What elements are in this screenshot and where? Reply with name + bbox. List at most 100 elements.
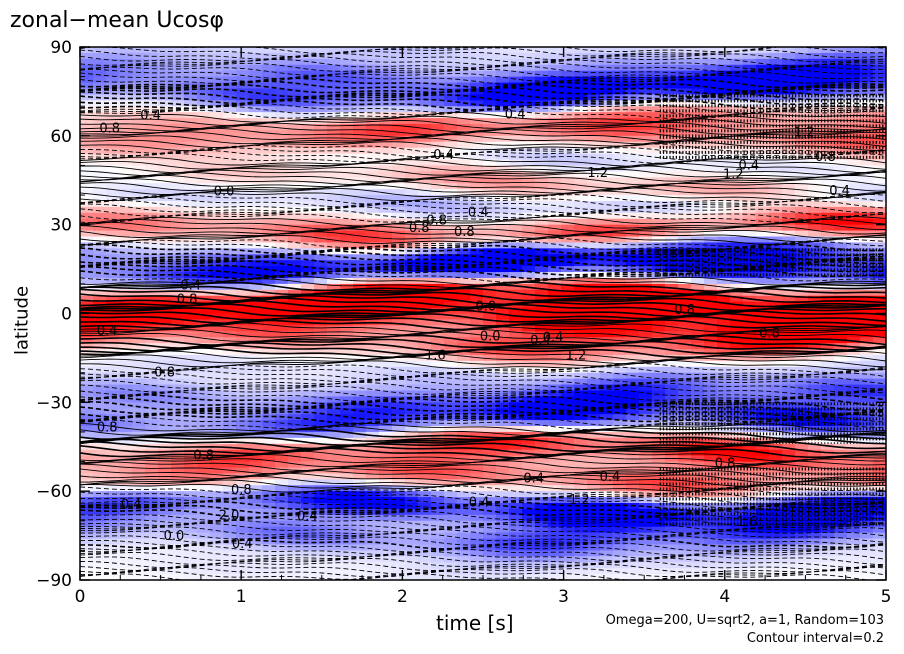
field-cell [132, 538, 146, 546]
field-cell [431, 272, 445, 279]
field-cell [275, 171, 289, 178]
field-cell [561, 568, 575, 575]
field-cell [119, 485, 133, 492]
field-cell [392, 514, 406, 522]
field-cell [340, 64, 354, 72]
field-cell [509, 508, 523, 516]
field-cell [613, 408, 627, 415]
field-cell [197, 94, 211, 101]
field-cell [691, 100, 705, 107]
field-cell [717, 426, 731, 433]
field-cell [509, 165, 523, 172]
field-cell [535, 76, 549, 84]
field-cell [288, 372, 302, 380]
field-cell [717, 236, 731, 244]
field-cell [132, 514, 146, 522]
field-cell [405, 141, 419, 149]
field-cell [275, 212, 289, 220]
field-cell [509, 129, 523, 137]
field-cell [223, 325, 237, 332]
field-cell [197, 141, 211, 149]
field-cell [301, 189, 315, 196]
field-cell [80, 82, 94, 90]
field-cell [314, 52, 328, 60]
field-cell [535, 556, 549, 563]
field-cell [665, 431, 679, 439]
field-cell [730, 272, 744, 279]
field-cell [80, 100, 94, 107]
field-cell [249, 497, 263, 504]
field-cell [652, 366, 666, 374]
field-cell [392, 47, 406, 54]
field-cell [275, 129, 289, 137]
field-cell [132, 100, 146, 107]
field-cell [353, 58, 367, 66]
field-cell [509, 118, 523, 125]
field-cell [93, 390, 107, 398]
field-cell [275, 236, 289, 244]
field-cell [613, 82, 627, 90]
field-cell [691, 88, 705, 95]
field-cell [275, 88, 289, 95]
field-cell [509, 248, 523, 255]
field-cell [301, 497, 315, 504]
field-cell [392, 372, 406, 380]
field-cell [93, 514, 107, 522]
field-cell [769, 212, 783, 220]
field-cell [522, 195, 536, 202]
field-cell [665, 277, 679, 285]
field-cell [405, 366, 419, 374]
field-cell [678, 218, 692, 226]
field-cell [561, 497, 575, 504]
field-cell [756, 301, 770, 309]
field-cell [366, 272, 380, 279]
field-cell [795, 47, 809, 54]
field-cell [730, 195, 744, 202]
field-cell [262, 153, 276, 161]
field-cell [171, 307, 185, 315]
field-cell [769, 112, 783, 119]
field-cell [366, 574, 380, 580]
field-cell [600, 82, 614, 90]
field-cell [314, 58, 328, 66]
field-cell [652, 171, 666, 178]
field-cell [561, 337, 575, 344]
field-cell [158, 206, 172, 214]
field-cell [561, 248, 575, 255]
field-cell [145, 165, 159, 172]
field-cell [587, 396, 601, 403]
field-cell [704, 485, 718, 492]
field-cell [93, 123, 107, 131]
field-cell [574, 349, 588, 356]
field-cell [626, 538, 640, 546]
field-cell [665, 562, 679, 569]
field-cell [535, 479, 549, 486]
field-cell [80, 384, 94, 392]
field-cell [288, 94, 302, 101]
field-cell [665, 372, 679, 380]
field-cell [509, 538, 523, 546]
field-cell [340, 118, 354, 125]
field-cell [652, 538, 666, 546]
field-cell [288, 230, 302, 238]
field-cell [444, 94, 458, 101]
field-cell [444, 426, 458, 433]
field-cell [353, 218, 367, 226]
field-cell [522, 218, 536, 226]
field-cell [717, 360, 731, 368]
field-cell [249, 58, 263, 66]
field-cell [379, 568, 393, 575]
field-cell [431, 343, 445, 350]
field-cell [145, 538, 159, 546]
field-cell [119, 123, 133, 131]
field-cell [327, 230, 341, 238]
field-cell [665, 260, 679, 267]
field-cell [730, 254, 744, 261]
field-cell [626, 479, 640, 486]
field-cell [665, 378, 679, 386]
field-cell [236, 147, 250, 155]
field-cell [275, 183, 289, 190]
field-cell [665, 94, 679, 101]
field-cell [197, 277, 211, 285]
field-cell [379, 408, 393, 415]
